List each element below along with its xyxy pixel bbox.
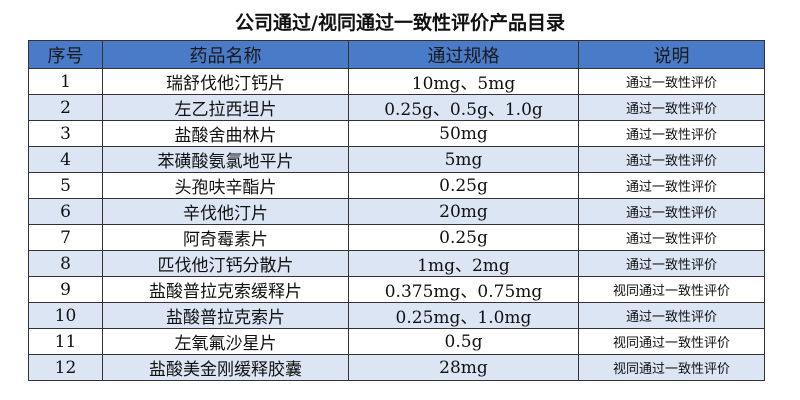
table-cell: 12 [28,354,103,381]
column-header: 序号 [28,40,103,69]
column-header: 通过规格 [348,40,579,69]
table-cell: 0.25g [348,224,579,251]
table-row: 6 辛伐他汀片 20mg 通过一致性评价 [28,198,765,225]
table-cell: 辛伐他汀片 [102,198,349,225]
product-table: 序号 药品名称 通过规格 说明 1 瑞舒伐他汀钙片 10mg、5mg 通过一致性评价 2 左乙拉… [28,40,765,381]
table-cell: 0.375mg、0.75mg [348,276,579,303]
header-row: 序号 药品名称 通过规格 说明 [28,40,765,69]
table-row: 5 头孢呋辛酯片 0.25g 通过一致性评价 [28,172,765,199]
table-cell: 3 [28,120,103,147]
column-header: 说明 [578,40,765,69]
table-row: 3 盐酸舍曲林片 50mg 通过一致性评价 [28,120,765,147]
table-cell: 0.25mg、1.0mg [348,302,579,329]
table-cell: 通过一致性评价 [578,146,765,173]
table-cell: 视同通过一致性评价 [578,354,765,381]
table-cell: 通过一致性评价 [578,224,765,251]
table-cell: 28mg [348,354,579,381]
table-row: 8 匹伐他汀钙分散片 1mg、2mg 通过一致性评价 [28,250,765,277]
table-cell: 50mg [348,120,579,147]
table-cell: 9 [28,276,103,303]
table-cell: 通过一致性评价 [578,94,765,121]
table-cell: 1mg、2mg [348,250,579,277]
table-cell: 通过一致性评价 [578,120,765,147]
table-cell: 盐酸美金刚缓释胶囊 [102,354,349,381]
table-row: 2 左乙拉西坦片 0.25g、0.5g、1.0g 通过一致性评价 [28,94,765,121]
table-cell: 匹伐他汀钙分散片 [102,250,349,277]
table-cell: 通过一致性评价 [578,172,765,199]
table-cell: 左氧氟沙星片 [102,328,349,355]
table-cell: 头孢呋辛酯片 [102,172,349,199]
table-body: 1 瑞舒伐他汀钙片 10mg、5mg 通过一致性评价 2 左乙拉西坦片 0.25g、0.5g… [28,68,765,381]
table-row: 11 左氧氟沙星片 0.5g 视同通过一致性评价 [28,328,765,355]
table-cell: 阿奇霉素片 [102,224,349,251]
table-row: 9 盐酸普拉克索缓释片 0.375mg、0.75mg 视同通过一致性评价 [28,276,765,303]
table-row: 10 盐酸普拉克索片 0.25mg、1.0mg 通过一致性评价 [28,302,765,329]
table-cell: 8 [28,250,103,277]
table-cell: 10mg、5mg [348,68,579,95]
table-row: 4 苯磺酸氨氯地平片 5mg 通过一致性评价 [28,146,765,173]
table-cell: 5mg [348,146,579,173]
column-header: 药品名称 [102,40,349,69]
table-cell: 4 [28,146,103,173]
table-cell: 通过一致性评价 [578,198,765,225]
table-cell: 视同通过一致性评价 [578,328,765,355]
table-cell: 0.25g、0.5g、1.0g [348,94,579,121]
table-cell: 通过一致性评价 [578,68,765,95]
table-row: 7 阿奇霉素片 0.25g 通过一致性评价 [28,224,765,251]
table-cell: 6 [28,198,103,225]
table-cell: 0.25g [348,172,579,199]
table-row: 12 盐酸美金刚缓释胶囊 28mg 视同通过一致性评价 [28,354,765,381]
table-cell: 左乙拉西坦片 [102,94,349,121]
table-cell: 0.5g [348,328,579,355]
title: 公司通过/视同通过一致性评价产品目录 [235,12,565,34]
table-cell: 瑞舒伐他汀钙片 [102,68,349,95]
table-cell: 通过一致性评价 [578,250,765,277]
table-cell: 20mg [348,198,579,225]
table-cell: 盐酸舍曲林片 [102,120,349,147]
table-cell: 盐酸普拉克索片 [102,302,349,329]
table-row: 1 瑞舒伐他汀钙片 10mg、5mg 通过一致性评价 [28,68,765,95]
table-cell: 10 [28,302,103,329]
table-cell: 1 [28,68,103,95]
table-cell: 视同通过一致性评价 [578,276,765,303]
table-cell: 7 [28,224,103,251]
table-cell: 通过一致性评价 [578,302,765,329]
table-cell: 5 [28,172,103,199]
table-cell: 盐酸普拉克索缓释片 [102,276,349,303]
table-cell: 苯磺酸氨氯地平片 [102,146,349,173]
table-cell: 2 [28,94,103,121]
table-cell: 11 [28,328,103,355]
